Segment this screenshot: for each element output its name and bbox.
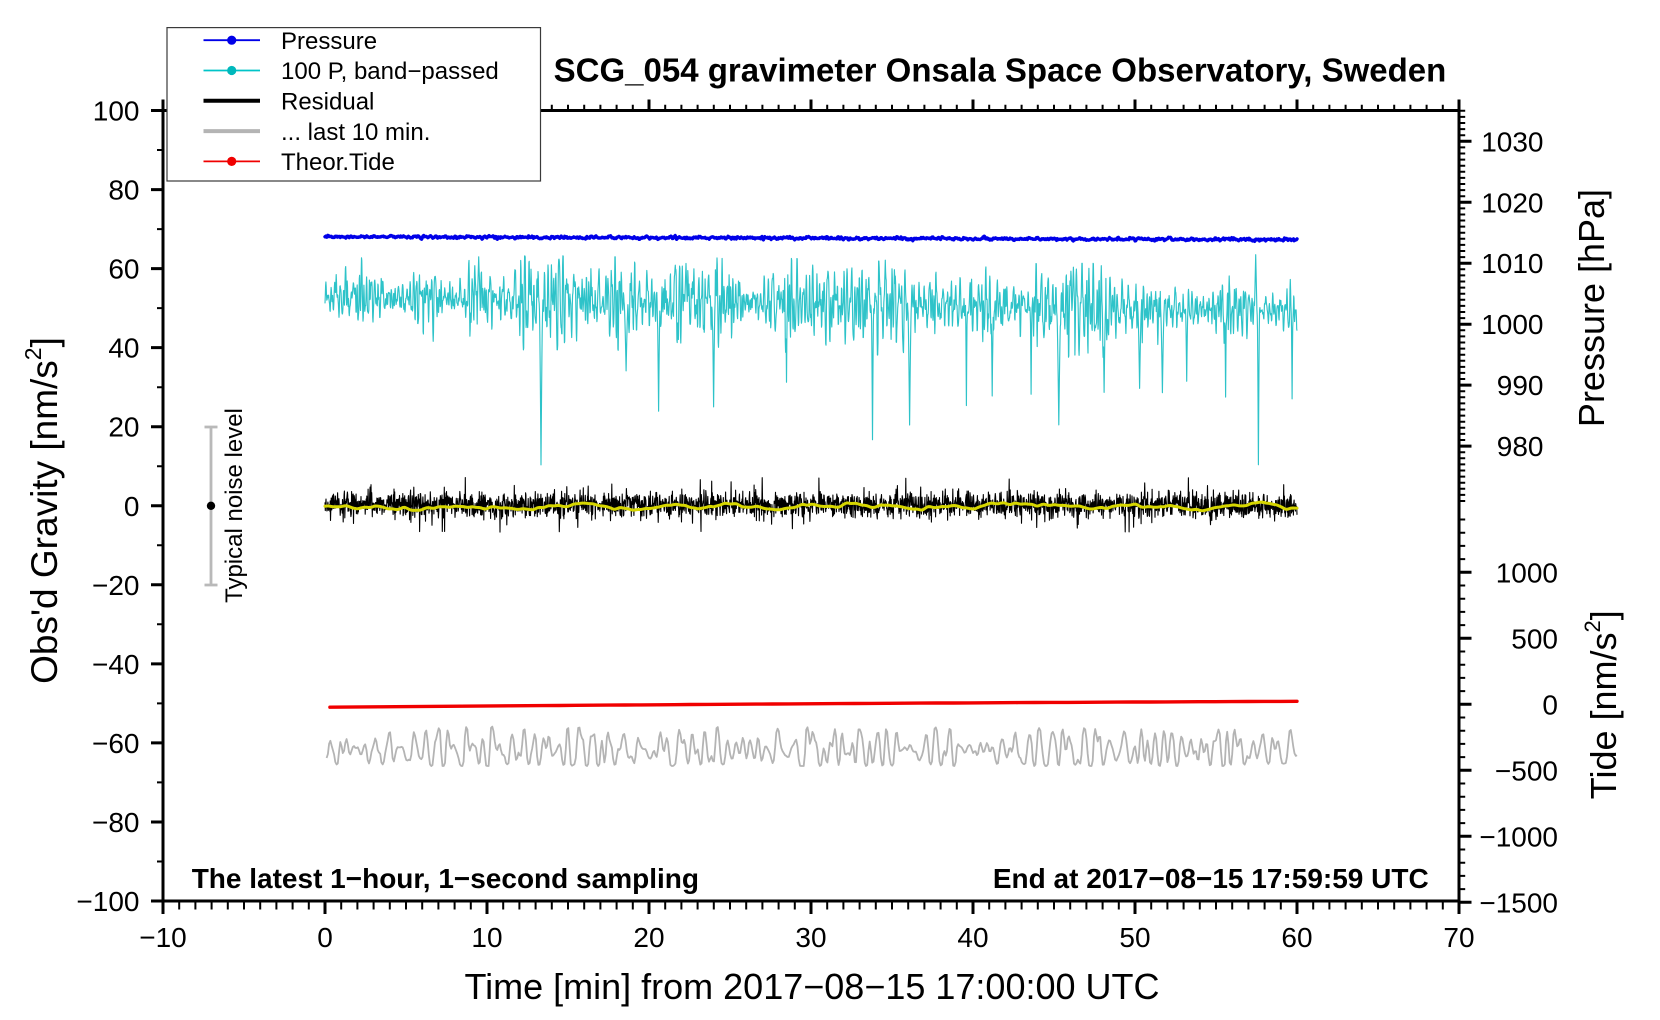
svg-text:−60: −60: [92, 728, 140, 759]
svg-text:100: 100: [93, 96, 140, 127]
svg-text:20: 20: [633, 922, 664, 953]
svg-text:70: 70: [1443, 922, 1474, 953]
svg-text:1010: 1010: [1481, 248, 1543, 279]
svg-text:50: 50: [1119, 922, 1150, 953]
svg-text:−1500: −1500: [1479, 887, 1558, 918]
svg-text:500: 500: [1511, 623, 1558, 654]
svg-text:0: 0: [124, 491, 140, 522]
svg-text:−500: −500: [1495, 755, 1558, 786]
svg-text:1000: 1000: [1496, 557, 1558, 588]
svg-text:SCG_054 gravimeter Onsala Spac: SCG_054 gravimeter Onsala Space Observat…: [554, 52, 1447, 89]
svg-text:The latest 1−hour, 1−second sa: The latest 1−hour, 1−second sampling: [192, 863, 699, 894]
svg-text:40: 40: [108, 333, 139, 364]
svg-text:10: 10: [471, 922, 502, 953]
svg-text:Theor.Tide: Theor.Tide: [281, 149, 395, 176]
svg-text:−1000: −1000: [1479, 821, 1558, 852]
svg-text:Obs'd Gravity [nm/s2]: Obs'd Gravity [nm/s2]: [20, 337, 65, 684]
svg-text:100 P, band−passed: 100 P, band−passed: [281, 58, 499, 85]
svg-text:−100: −100: [76, 886, 139, 917]
svg-text:80: 80: [108, 175, 139, 206]
svg-text:Residual: Residual: [281, 89, 374, 116]
svg-text:End at 2017−08−15 17:59:59 UTC: End at 2017−08−15 17:59:59 UTC: [993, 863, 1429, 894]
svg-text:−10: −10: [139, 922, 187, 953]
svg-text:40: 40: [957, 922, 988, 953]
svg-text:1030: 1030: [1481, 126, 1543, 157]
svg-text:990: 990: [1497, 370, 1544, 401]
svg-text:0: 0: [317, 922, 333, 953]
svg-text:−80: −80: [92, 807, 140, 838]
svg-text:0: 0: [1542, 689, 1558, 720]
svg-text:980: 980: [1497, 431, 1544, 462]
svg-text:1020: 1020: [1481, 187, 1543, 218]
svg-text:−40: −40: [92, 649, 140, 680]
svg-text:Typical noise level: Typical noise level: [221, 408, 248, 603]
svg-text:60: 60: [108, 254, 139, 285]
svg-text:Pressure [hPa]: Pressure [hPa]: [1571, 189, 1612, 427]
svg-text:20: 20: [108, 412, 139, 443]
svg-text:Tide [nm/s2]: Tide [nm/s2]: [1580, 610, 1624, 799]
svg-text:−20: −20: [92, 570, 140, 601]
svg-text:Time [min] from 2017−08−15 17:: Time [min] from 2017−08−15 17:00:00 UTC: [464, 966, 1159, 1007]
svg-text:Pressure: Pressure: [281, 28, 377, 55]
svg-text:30: 30: [795, 922, 826, 953]
svg-text:60: 60: [1281, 922, 1312, 953]
svg-text:... last 10 min.: ... last 10 min.: [281, 119, 430, 146]
svg-text:1000: 1000: [1481, 309, 1543, 340]
